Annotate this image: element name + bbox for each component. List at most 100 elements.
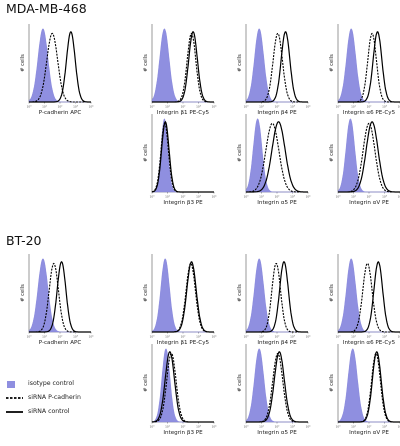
- x-tick-label: 10¹: [165, 195, 170, 199]
- x-tick-label: 10³: [290, 335, 295, 339]
- section-title-bt-20: BT-20: [6, 233, 42, 248]
- x-tick-label: 10⁰: [150, 425, 156, 429]
- histogram-panel-12: 10⁰ 10¹ 10² 10³ 10⁴ # cells Integrin β3 PE: [143, 344, 218, 436]
- x-axis-label: Integrin α6 PE-Cy5: [343, 110, 396, 116]
- x-axis-label: Integrin β3 PE: [163, 430, 203, 436]
- sirna-control-histogram: [152, 261, 214, 333]
- x-tick-label: 10⁰: [336, 335, 342, 339]
- x-axis-label: Integrin α6 PE-Cy5: [343, 340, 396, 346]
- x-tick-label: 10⁴: [212, 195, 218, 199]
- x-tick-label: 10⁴: [89, 335, 95, 339]
- x-tick-label: 10⁰: [27, 335, 33, 339]
- legend-swatch-dashed: [6, 397, 23, 399]
- x-tick-label: 10¹: [42, 105, 47, 109]
- x-axis-label: Integrin α5 PE: [257, 430, 297, 436]
- histogram-panel-14: 10⁰ 10¹ 10² 10³ 10⁴ # cells Integrin αV PE: [329, 344, 400, 436]
- x-tick-label: 10³: [196, 425, 201, 429]
- isotype-histogram: [151, 258, 214, 333]
- sirna-control-histogram: [246, 121, 308, 193]
- sirna-control-histogram: [338, 121, 400, 193]
- x-axis-label: Integrin β3 PE: [163, 200, 203, 206]
- x-tick-label: 10⁰: [150, 105, 156, 109]
- y-axis-label: # cells: [237, 284, 243, 302]
- x-tick-label: 10⁴: [212, 335, 218, 339]
- histogram-panel-13: 10⁰ 10¹ 10² 10³ 10⁴ # cells Integrin α5 PE: [237, 344, 311, 436]
- x-tick-label: 10²: [275, 195, 280, 199]
- x-tick-label: 10¹: [259, 335, 264, 339]
- x-tick-label: 10³: [382, 195, 387, 199]
- x-tick-label: 10²: [275, 105, 280, 109]
- x-tick-label: 10²: [181, 335, 186, 339]
- x-tick-label: 10⁰: [150, 335, 156, 339]
- histogram-panel-7: 10⁰ 10¹ 10² 10³ 10⁴ # cells Integrin αV PE: [329, 114, 400, 206]
- x-tick-label: 10⁰: [244, 335, 250, 339]
- x-tick-label: 10¹: [165, 335, 170, 339]
- section-title-mda-mb-468: MDA-MB-468: [6, 1, 87, 16]
- x-tick-label: 10⁴: [212, 105, 218, 109]
- isotype-histogram: [151, 28, 214, 103]
- x-tick-label: 10¹: [259, 195, 264, 199]
- y-axis-label: # cells: [143, 144, 149, 162]
- x-tick-label: 10³: [382, 425, 387, 429]
- legend-label-sirna-pcad: siRNA P-cadherin: [28, 394, 81, 401]
- y-axis-label: # cells: [237, 144, 243, 162]
- y-axis-label: # cells: [237, 374, 243, 392]
- x-tick-label: 10³: [382, 105, 387, 109]
- isotype-histogram: [245, 118, 308, 193]
- x-tick-label: 10²: [367, 425, 372, 429]
- legend-item-sirna-control: siRNA control: [6, 406, 128, 418]
- y-axis-label: # cells: [143, 374, 149, 392]
- x-tick-label: 10¹: [42, 335, 47, 339]
- x-tick-label: 10⁰: [336, 425, 342, 429]
- isotype-histogram: [245, 258, 308, 333]
- y-axis-label: # cells: [20, 284, 26, 302]
- x-tick-label: 10⁰: [150, 195, 156, 199]
- histogram-panel-8: 10⁰ 10¹ 10² 10³ 10⁴ # cells P-cadherin APC: [20, 254, 95, 346]
- x-tick-label: 10⁴: [306, 335, 312, 339]
- x-tick-label: 10³: [290, 195, 295, 199]
- x-tick-label: 10¹: [259, 425, 264, 429]
- legend-item-sirna-pcad: siRNA P-cadherin: [6, 392, 128, 404]
- x-tick-label: 10⁴: [398, 425, 400, 429]
- y-axis-label: # cells: [237, 54, 243, 72]
- sirna-control-histogram: [338, 31, 400, 103]
- legend-label-isotype: isotype control: [28, 380, 74, 387]
- histogram-panel-2: 10⁰ 10¹ 10² 10³ 10⁴ # cells Integrin β1 PE-Cy5: [143, 24, 218, 116]
- sirna-control-histogram: [151, 351, 214, 423]
- legend-swatch-solid: [6, 411, 23, 413]
- x-tick-label: 10²: [181, 105, 186, 109]
- sirna-control-histogram: [29, 30, 91, 103]
- y-axis-label: # cells: [329, 374, 335, 392]
- y-axis-label: # cells: [143, 284, 149, 302]
- isotype-histogram: [245, 28, 308, 103]
- y-axis-label: # cells: [329, 284, 335, 302]
- histogram-panel-5: 10⁰ 10¹ 10² 10³ 10⁴ # cells Integrin β3 PE: [143, 114, 218, 206]
- sirna-pcadherin-histogram: [246, 122, 308, 193]
- x-tick-label: 10³: [290, 105, 295, 109]
- x-tick-label: 10⁰: [336, 105, 342, 109]
- x-axis-label: Integrin α5 PE: [257, 200, 297, 206]
- x-tick-label: 10⁴: [306, 105, 312, 109]
- x-tick-label: 10⁴: [212, 425, 218, 429]
- y-axis-label: # cells: [329, 144, 335, 162]
- x-axis-label: P-cadherin APC: [39, 110, 82, 116]
- x-tick-label: 10³: [73, 105, 78, 109]
- x-axis-label: Integrin αV PE: [349, 430, 389, 436]
- x-tick-label: 10²: [367, 105, 372, 109]
- histogram-panel-11: 10⁰ 10¹ 10² 10³ 10⁴ # cells Integrin α6 PE-Cy5: [329, 254, 400, 346]
- histogram-panel-1: 10⁰ 10¹ 10² 10³ 10⁴ # cells P-cadherin APC: [20, 24, 94, 116]
- x-tick-label: 10²: [181, 425, 186, 429]
- x-tick-label: 10³: [73, 335, 78, 339]
- x-tick-label: 10¹: [165, 105, 170, 109]
- histogram-panel-3: 10⁰ 10¹ 10² 10³ 10⁴ # cells Integrin β4 PE: [237, 24, 312, 116]
- x-tick-label: 10³: [196, 105, 201, 109]
- x-tick-label: 10¹: [351, 425, 356, 429]
- sirna-pcadherin-histogram: [29, 32, 91, 103]
- legend-label-sirna-control: siRNA control: [28, 408, 70, 415]
- sirna-control-histogram: [338, 350, 400, 423]
- x-tick-label: 10³: [196, 195, 201, 199]
- y-axis-label: # cells: [20, 54, 26, 72]
- x-axis-label: Integrin αV PE: [349, 200, 389, 206]
- x-tick-label: 10²: [58, 335, 63, 339]
- x-tick-label: 10⁴: [398, 195, 400, 199]
